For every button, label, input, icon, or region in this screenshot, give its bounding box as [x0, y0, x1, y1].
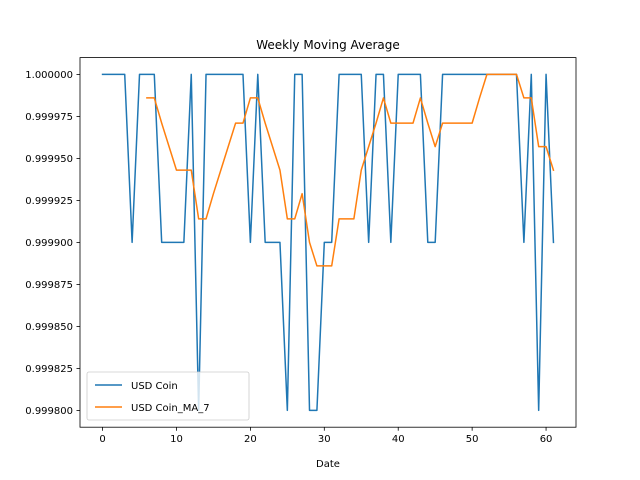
y-tick-label: 0.999800: [25, 406, 73, 417]
legend: USD Coin USD Coin_MA_7: [86, 371, 250, 421]
y-axis: 0.999800 0.999825 0.999850 0.999875 0.999900…: [25, 70, 80, 417]
legend-box: [86, 371, 250, 421]
y-tick-label: 0.999900: [25, 238, 73, 249]
x-axis: 0 10 20 30 40 50 60: [99, 427, 552, 445]
y-tick-label: 0.999850: [25, 322, 73, 333]
y-tick-label: 1.000000: [25, 70, 73, 81]
x-tick-label: 40: [392, 434, 405, 445]
y-tick-label: 0.999950: [25, 154, 73, 165]
x-tick-label: 50: [466, 434, 479, 445]
x-tick-label: 10: [170, 434, 183, 445]
y-tick-label: 0.999825: [25, 364, 73, 375]
x-tick-label: 20: [244, 434, 257, 445]
x-tick-label: 60: [540, 434, 553, 445]
y-tick-label: 0.999925: [25, 196, 73, 207]
legend-label-usd-coin-ma-7: USD Coin_MA_7: [131, 403, 210, 414]
series-layer: [101, 73, 555, 412]
legend-label-usd-coin: USD Coin: [131, 381, 178, 392]
x-tick-label: 30: [318, 434, 331, 445]
x-axis-label: Date: [316, 459, 340, 470]
chart-title: Weekly Moving Average: [256, 38, 400, 52]
series-line-1: [146, 73, 555, 267]
x-tick-label: 0: [99, 434, 105, 445]
y-tick-label: 0.999875: [25, 280, 73, 291]
y-tick-label: 0.999975: [25, 112, 73, 123]
series-line-0: [101, 73, 555, 412]
